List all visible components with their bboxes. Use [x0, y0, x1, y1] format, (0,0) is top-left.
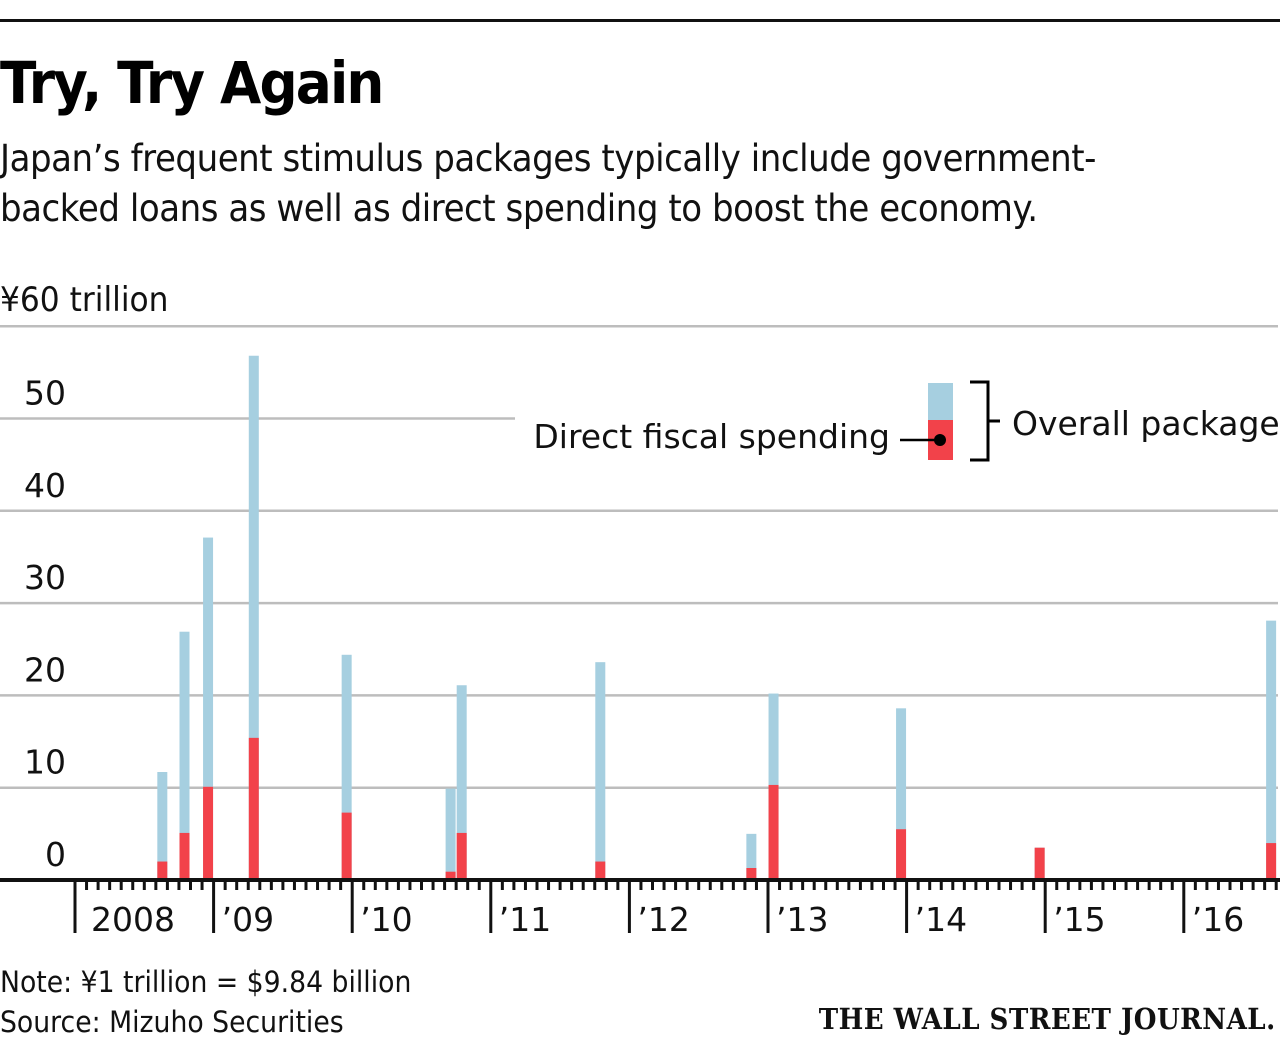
publisher-logo: THE WALL STREET JOURNAL.: [819, 1002, 1276, 1036]
x-axis: 2008 ’09 ’10 ’11 ’12 ’13 ’14 ’15 ’16: [0, 878, 1280, 939]
bar-overall-5: [445, 788, 456, 880]
bar-direct-1: [179, 832, 190, 880]
footnotes: Note: ¥1 trillion = $9.84 billion Source…: [0, 962, 411, 1042]
bar-overall-6: [456, 685, 467, 880]
bar-direct-10: [896, 829, 907, 880]
y-tick-label-0: 0: [45, 835, 66, 874]
gridlines: [0, 324, 1278, 789]
bar-overall-3: [248, 355, 259, 881]
x-tick-label-’15: ’15: [1053, 900, 1105, 939]
bar-direct-12: [1266, 843, 1277, 880]
bar-direct-2: [203, 786, 214, 880]
bar-overall-7: [595, 662, 606, 880]
legend-swatch-overall: [928, 383, 953, 420]
bar-overall-12: [1266, 620, 1277, 880]
bar-direct-3: [248, 737, 259, 880]
y-tick-label-40: 40: [24, 466, 66, 505]
y-tick-labels: 0 10 20 30 40 50: [24, 374, 66, 875]
bar-overall-8: [746, 833, 757, 880]
y-axis-unit-label: ¥60 trillion: [0, 280, 169, 320]
legend-label-overall: Overall package: [1012, 404, 1280, 443]
bar-overall-1: [179, 631, 190, 880]
subtitle-line-1: Japan’s frequent stimulus packages typic…: [0, 137, 1096, 180]
x-tick-label-’10: ’10: [360, 900, 412, 939]
bar-overall-2: [203, 537, 214, 880]
bar-direct-11: [1034, 847, 1045, 880]
y-tick-label-20: 20: [24, 650, 66, 689]
x-tick-label-2008: 2008: [91, 900, 175, 939]
chart-subtitle: Japan’s frequent stimulus packages typic…: [0, 134, 1214, 234]
bar-direct-9: [768, 784, 779, 880]
chart-title: Try, Try Again: [0, 49, 384, 117]
legend-bracket: [970, 380, 1000, 462]
bar-overall-0: [157, 772, 168, 880]
top-rule: [0, 19, 1280, 22]
x-tick-label-’12: ’12: [637, 900, 689, 939]
bar-direct-5: [445, 871, 456, 880]
x-tick-label-’09: ’09: [222, 900, 274, 939]
y-tick-label-50: 50: [24, 374, 66, 413]
bar-direct-7: [595, 861, 606, 880]
y-tick-label-10: 10: [24, 743, 66, 782]
bar-direct-0: [157, 861, 168, 880]
subtitle-line-2: backed loans as well as direct spending …: [0, 187, 1038, 230]
note-text: Note: ¥1 trillion = $9.84 billion: [0, 965, 412, 999]
bars: [157, 355, 1277, 881]
x-tick-label-’13: ’13: [776, 900, 828, 939]
bar-direct-4: [341, 812, 352, 880]
y-tick-label-30: 30: [24, 558, 66, 597]
bar-direct-6: [456, 832, 467, 880]
bar-overall-10: [896, 708, 907, 880]
x-tick-label-’11: ’11: [499, 900, 551, 939]
source-text: Source: Mizuho Securities: [0, 1005, 344, 1039]
bar-direct-8: [746, 868, 757, 880]
bar-overall-4: [341, 654, 352, 880]
legend: Direct fiscal spending Overall package: [533, 380, 1280, 462]
stacked-bar-chart: 0 10 20 30 40 50 2008 ’09 ’10 ’11 ’12 ’13 ’14 ’15 ’16…: [0, 324, 1280, 939]
x-tick-label-’16: ’16: [1192, 900, 1244, 939]
x-tick-label-’14: ’14: [915, 900, 967, 939]
legend-label-direct: Direct fiscal spending: [533, 417, 890, 456]
